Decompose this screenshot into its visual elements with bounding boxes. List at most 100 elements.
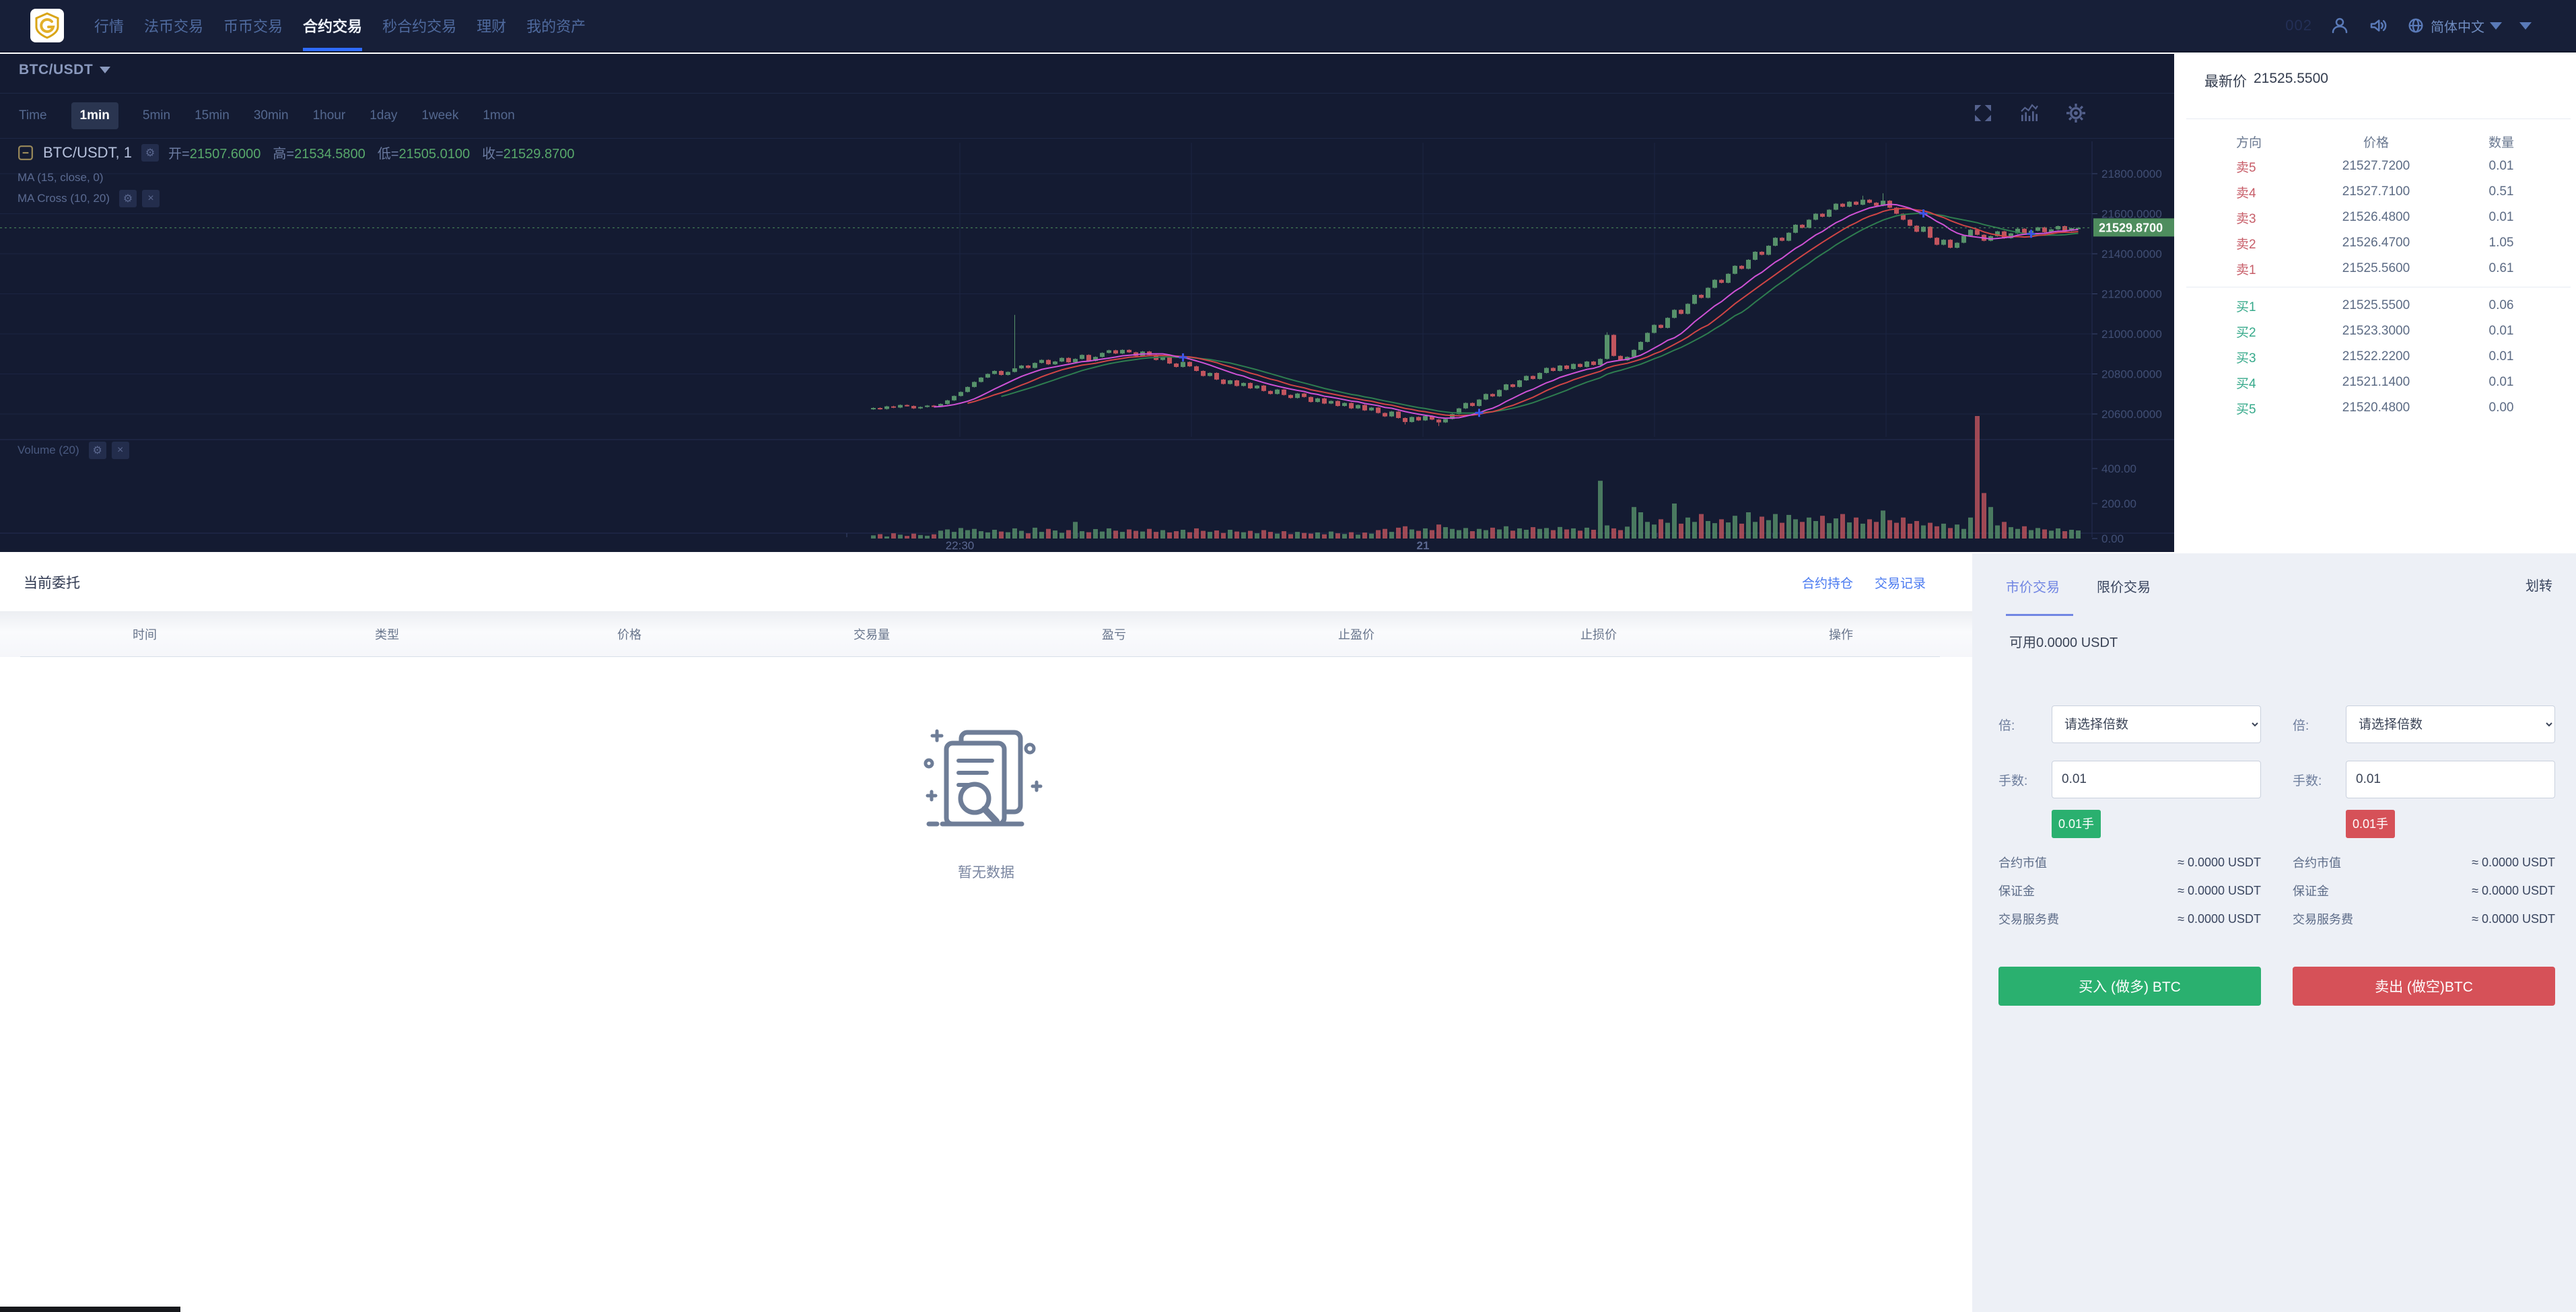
legend-toggle-icon[interactable] xyxy=(18,145,34,161)
horizontal-scrollbar-thumb[interactable] xyxy=(0,1307,180,1312)
brand-logo[interactable] xyxy=(30,9,64,42)
timeframe-1week[interactable]: 1week xyxy=(421,108,459,123)
side-label: 买5 xyxy=(2236,402,2256,417)
info-row: 合约市值 ≈ 0.0000 USDT xyxy=(2293,848,2555,876)
nav-item-我的资产[interactable]: 我的资产 xyxy=(526,18,586,35)
active-tab-underline xyxy=(2006,614,2073,616)
gear-icon[interactable]: ⚙ xyxy=(141,143,160,162)
amount-cell: 0.01 xyxy=(2488,324,2514,338)
ohlc-pair: 开=21507.6000 xyxy=(168,143,260,162)
gear-icon[interactable]: ⚙ xyxy=(88,442,106,459)
orders-column-header: 盈亏 xyxy=(1102,628,1126,642)
leverage-select[interactable]: 请选择倍数 xyxy=(2052,705,2261,743)
chevron-down-icon[interactable] xyxy=(2519,22,2532,30)
svg-text:20800.0000: 20800.0000 xyxy=(2101,368,2162,381)
info-label: 交易服务费 xyxy=(1998,913,2059,926)
info-value: ≈ 0.0000 USDT xyxy=(2472,883,2555,897)
nav-item-行情[interactable]: 行情 xyxy=(94,18,125,35)
nav-item-理财[interactable]: 理财 xyxy=(477,18,507,35)
timeframe-1day[interactable]: 1day xyxy=(370,108,398,123)
sell-row[interactable]: 卖2 21526.4700 1.05 xyxy=(2181,230,2576,256)
timeframe-1min[interactable]: 1min xyxy=(71,102,118,129)
buy-row[interactable]: 买1 21525.5500 0.06 xyxy=(2181,293,2576,318)
timeframe-30min[interactable]: 30min xyxy=(253,108,289,123)
available-label: 可用 xyxy=(2009,635,2036,650)
indicators-icon[interactable] xyxy=(2018,102,2041,124)
price-cell: 21526.4700 xyxy=(2342,236,2410,250)
gear-icon[interactable] xyxy=(2065,102,2087,124)
tab-market-trade[interactable]: 市价交易 xyxy=(2006,580,2060,595)
buy-row[interactable]: 买3 21522.2200 0.01 xyxy=(2181,344,2576,370)
side-label: 卖1 xyxy=(2236,263,2256,277)
nav-item-币币交易[interactable]: 币币交易 xyxy=(223,18,283,35)
buy-row[interactable]: 买2 21523.3000 0.01 xyxy=(2181,318,2576,344)
lots-row: 手数: xyxy=(2293,761,2555,798)
side-label: 买1 xyxy=(2236,300,2256,314)
sell-short-button[interactable]: 卖出 (做空)BTC xyxy=(2293,967,2555,1006)
long-column: 倍: 请选择倍数 手数: 0.01手 合约市值 ≈ 0.0000 USDT 保证金 ≈… xyxy=(1998,705,2261,1006)
side-label: 卖2 xyxy=(2236,237,2256,252)
leverage-select[interactable]: 请选择倍数 xyxy=(2346,705,2555,743)
price-cell: 21521.1400 xyxy=(2342,375,2410,389)
buy-row[interactable]: 买4 21521.1400 0.01 xyxy=(2181,370,2576,395)
lots-input[interactable] xyxy=(2346,761,2555,798)
orders-links: 合约持仓 交易记录 xyxy=(1802,574,1926,592)
leverage-label: 倍: xyxy=(2293,718,2309,733)
nav-item-秒合约交易[interactable]: 秒合约交易 xyxy=(382,18,457,35)
gear-icon[interactable]: ⚙ xyxy=(119,190,137,207)
timeframe-Time[interactable]: Time xyxy=(19,108,47,123)
short-column: 倍: 请选择倍数 手数: 0.01手 合约市值 ≈ 0.0000 USDT 保证金 ≈… xyxy=(2293,705,2555,1006)
order-book-column-header: 价格 xyxy=(2363,135,2389,150)
amount-cell: 0.01 xyxy=(2488,210,2514,224)
sell-row[interactable]: 卖4 21527.7100 0.51 xyxy=(2181,179,2576,205)
lots-quick-badge[interactable]: 0.01手 xyxy=(2346,810,2396,838)
tab-limit-trade[interactable]: 限价交易 xyxy=(2097,580,2151,595)
ohlc-value: 21507.6000 xyxy=(189,147,261,162)
ohlc-label: 高= xyxy=(273,147,295,162)
svg-text:21200.0000: 21200.0000 xyxy=(2101,288,2162,301)
lots-input[interactable] xyxy=(2052,761,2261,798)
info-value: ≈ 0.0000 USDT xyxy=(2178,855,2261,869)
timeframe-15min[interactable]: 15min xyxy=(195,108,230,123)
buy-long-button[interactable]: 买入 (做多) BTC xyxy=(1998,967,2261,1006)
nav-item-法币交易[interactable]: 法币交易 xyxy=(144,18,204,35)
fullscreen-icon[interactable] xyxy=(1972,102,1994,124)
chart-toolbar xyxy=(1972,102,2087,124)
candlestick-chart[interactable]: 21800.0000 21600.0000 21400.0000 21200.0000… xyxy=(0,54,2174,552)
svg-text:21000.0000: 21000.0000 xyxy=(2101,328,2162,341)
transfer-link[interactable]: 划转 xyxy=(2526,579,2552,594)
legend-title: BTC/USDT, 1 xyxy=(43,143,133,161)
close-icon[interactable]: × xyxy=(111,442,129,459)
symbol-selector[interactable]: BTC/USDT xyxy=(19,62,111,78)
close-icon[interactable]: × xyxy=(142,190,160,207)
price-cell: 21526.4800 xyxy=(2342,210,2410,224)
user-icon[interactable] xyxy=(2330,15,2350,36)
sell-row[interactable]: 卖1 21525.5600 0.61 xyxy=(2181,256,2576,281)
side-label: 卖4 xyxy=(2236,186,2256,201)
info-row: 交易服务费 ≈ 0.0000 USDT xyxy=(2293,905,2555,933)
info-value: ≈ 0.0000 USDT xyxy=(2178,911,2261,926)
chevron-down-icon xyxy=(100,67,111,73)
sell-row[interactable]: 卖5 21527.7200 0.01 xyxy=(2181,153,2576,179)
available-balance: 可用0.0000 USDT xyxy=(2009,631,2118,651)
sell-row[interactable]: 卖3 21526.4800 0.01 xyxy=(2181,205,2576,230)
language-selector[interactable]: 简体中文 xyxy=(2406,16,2502,36)
info-row: 交易服务费 ≈ 0.0000 USDT xyxy=(1998,905,2261,933)
leverage-label: 倍: xyxy=(1998,718,2015,733)
order-book-header: 方向 价格 数量 xyxy=(2181,129,2576,153)
svg-text:21529.8700: 21529.8700 xyxy=(2099,221,2163,234)
leverage-row: 倍: 请选择倍数 xyxy=(1998,705,2261,743)
orders-column-header: 止盈价 xyxy=(1338,628,1374,642)
lots-label: 手数: xyxy=(1998,773,2028,788)
timeframe-1hour[interactable]: 1hour xyxy=(312,108,346,123)
nav-item-合约交易[interactable]: 合约交易 xyxy=(303,0,363,51)
buy-row[interactable]: 买5 21520.4800 0.00 xyxy=(2181,395,2576,421)
orders-link-交易记录[interactable]: 交易记录 xyxy=(1874,576,1926,591)
timeframe-1mon[interactable]: 1mon xyxy=(483,108,515,123)
speaker-icon[interactable] xyxy=(2367,15,2389,36)
amount-cell: 0.01 xyxy=(2488,349,2514,364)
orders-link-合约持仓[interactable]: 合约持仓 xyxy=(1801,576,1853,591)
lots-quick-badge[interactable]: 0.01手 xyxy=(2052,810,2101,838)
timeframe-5min[interactable]: 5min xyxy=(142,108,171,123)
info-label: 保证金 xyxy=(2293,885,2329,898)
